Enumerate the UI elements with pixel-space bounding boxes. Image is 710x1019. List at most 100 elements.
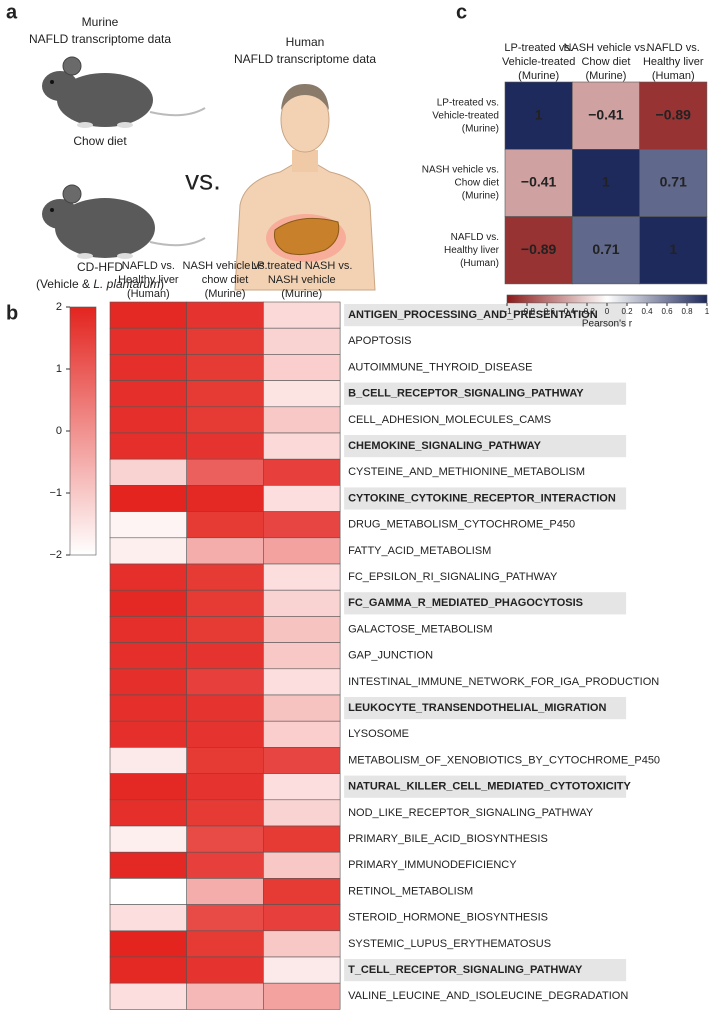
heatmap-cell bbox=[263, 930, 341, 958]
heatmap-cell bbox=[186, 668, 264, 696]
heatmap-cell bbox=[263, 851, 341, 879]
row-label: T_CELL_RECEPTOR_SIGNALING_PATHWAY bbox=[348, 964, 583, 976]
cell-label: 1 bbox=[669, 241, 677, 257]
heatmap-cell bbox=[263, 694, 341, 722]
row-label: INTESTINAL_IMMUNE_NETWORK_FOR_IGA_PRODUC… bbox=[348, 676, 659, 688]
row-label: ANTIGEN_PROCESSING_AND_PRESENTATION bbox=[348, 309, 598, 321]
row-label: CELL_ADHESION_MOLECULES_CAMS bbox=[348, 414, 551, 426]
heatmap-cell bbox=[186, 589, 264, 617]
cell-label: 1 bbox=[535, 106, 543, 122]
heatmap-cell bbox=[109, 458, 187, 486]
heatmap-cell bbox=[186, 485, 264, 512]
column-label: chow diet bbox=[202, 274, 248, 286]
heatmap-cell bbox=[263, 720, 341, 748]
heatmap-cell bbox=[109, 642, 187, 670]
heatmap-cell bbox=[109, 616, 187, 643]
colorbar-label: Pearson's r bbox=[582, 319, 633, 330]
row-highlight bbox=[344, 775, 627, 798]
heatmap-cell bbox=[109, 694, 187, 722]
row-label: Healthy liver bbox=[444, 245, 500, 256]
heatmap-cell bbox=[263, 432, 341, 460]
colorbar-tick-label: −0.8 bbox=[519, 307, 535, 316]
colorbar bbox=[69, 306, 97, 556]
heatmap-cell bbox=[263, 956, 341, 984]
column-label: LP treated NASH vs. bbox=[251, 260, 352, 272]
colorbar-tick-label: −0.4 bbox=[559, 307, 575, 316]
column-label: NASH vehicle bbox=[268, 274, 336, 286]
heatmap-cell bbox=[263, 563, 341, 591]
colorbar-tick-label: 0.8 bbox=[681, 307, 693, 316]
heatmap-cell bbox=[186, 458, 264, 486]
heatmap-cell bbox=[186, 616, 264, 643]
row-label: NASH vehicle vs. bbox=[422, 165, 499, 176]
column-label: NASH vehicle vs. bbox=[563, 42, 648, 54]
colorbar-tick-label: 0.6 bbox=[661, 307, 673, 316]
row-highlight bbox=[344, 435, 627, 458]
caption: NAFLD transcriptome data bbox=[29, 32, 171, 46]
heatmap-cell bbox=[504, 216, 573, 285]
heatmap-cell bbox=[571, 216, 640, 285]
row-label: RETINOL_METABOLISM bbox=[348, 885, 473, 897]
row-label: CYSTEINE_AND_METHIONINE_METABOLISM bbox=[348, 466, 585, 478]
heatmap-cell bbox=[109, 537, 187, 565]
row-label: GALACTOSE_METABOLISM bbox=[348, 623, 492, 635]
column-label: Chow diet bbox=[581, 56, 630, 68]
row-label: FATTY_ACID_METABOLISM bbox=[348, 545, 491, 557]
row-highlight bbox=[344, 592, 627, 615]
row-label: CYTOKINE_CYTOKINE_RECEPTOR_INTERACTION bbox=[348, 492, 616, 504]
row-label: PRIMARY_BILE_ACID_BIOSYNTHESIS bbox=[348, 833, 548, 845]
vs-label: vs. bbox=[185, 164, 221, 195]
heatmap-cell bbox=[263, 773, 341, 801]
colorbar-tick-label: 2 bbox=[56, 301, 62, 313]
heatmap-cell bbox=[186, 930, 264, 958]
row-label: AUTOIMMUNE_THYROID_DISEASE bbox=[348, 361, 532, 373]
panel-label: a bbox=[6, 1, 18, 23]
heatmap-cell bbox=[263, 747, 341, 774]
heatmap-cell bbox=[263, 511, 341, 539]
heatmap-cell bbox=[109, 511, 187, 539]
heatmap-cell bbox=[186, 851, 264, 879]
heatmap-cell bbox=[263, 825, 341, 853]
heatmap-cell bbox=[186, 878, 264, 905]
row-label: APOPTOSIS bbox=[348, 335, 411, 347]
column-label: Healthy liver bbox=[118, 274, 179, 286]
heatmap-cell bbox=[639, 81, 708, 150]
heatmap-cell bbox=[109, 799, 187, 827]
row-label: Vehicle-treated bbox=[432, 110, 499, 121]
heatmap-cell bbox=[109, 904, 187, 932]
column-label: (Human) bbox=[127, 288, 170, 300]
row-label: FC_EPSILON_RI_SIGNALING_PATHWAY bbox=[348, 571, 558, 583]
column-label: LP-treated vs. bbox=[504, 42, 572, 54]
heatmap-cell bbox=[263, 380, 341, 408]
heatmap-cell bbox=[186, 563, 264, 591]
heatmap-cell bbox=[109, 668, 187, 696]
column-label: (Human) bbox=[652, 70, 695, 82]
colorbar-tick-label: 1 bbox=[705, 307, 710, 316]
row-label: Chow diet bbox=[455, 178, 500, 189]
cell-label: −0.89 bbox=[521, 241, 557, 257]
colorbar bbox=[506, 294, 708, 304]
colorbar-tick-label: 0 bbox=[56, 425, 62, 437]
row-label: LEUKOCYTE_TRANSENDOTHELIAL_MIGRATION bbox=[348, 702, 606, 714]
row-label: VALINE_LEUCINE_AND_ISOLEUCINE_DEGRADATIO… bbox=[348, 990, 628, 1002]
row-label: LP-treated vs. bbox=[437, 97, 499, 108]
heatmap-cell bbox=[263, 616, 341, 643]
row-highlight bbox=[344, 487, 627, 510]
colorbar-tick-label: −1 bbox=[49, 487, 62, 499]
heatmap-cell bbox=[109, 878, 187, 905]
colorbar-tick-label: 0.2 bbox=[621, 307, 633, 316]
row-label: CHEMOKINE_SIGNALING_PATHWAY bbox=[348, 440, 542, 452]
column-label: NASH vehicle vs. bbox=[183, 260, 268, 272]
colorbar-tick-label: 1 bbox=[56, 363, 62, 375]
row-highlight bbox=[344, 697, 627, 720]
heatmap-cell bbox=[263, 406, 341, 434]
row-label: METABOLISM_OF_XENOBIOTICS_BY_CYTOCHROME_… bbox=[348, 754, 660, 766]
colorbar-tick-label: 0.4 bbox=[641, 307, 653, 316]
heatmap-cell bbox=[186, 904, 264, 932]
caption: (Vehicle & L. plantarum) bbox=[36, 277, 164, 291]
row-label: STEROID_HORMONE_BIOSYNTHESIS bbox=[348, 912, 548, 924]
heatmap-cell bbox=[109, 851, 187, 879]
heatmap-cell bbox=[186, 825, 264, 853]
heatmap-cell bbox=[263, 668, 341, 696]
